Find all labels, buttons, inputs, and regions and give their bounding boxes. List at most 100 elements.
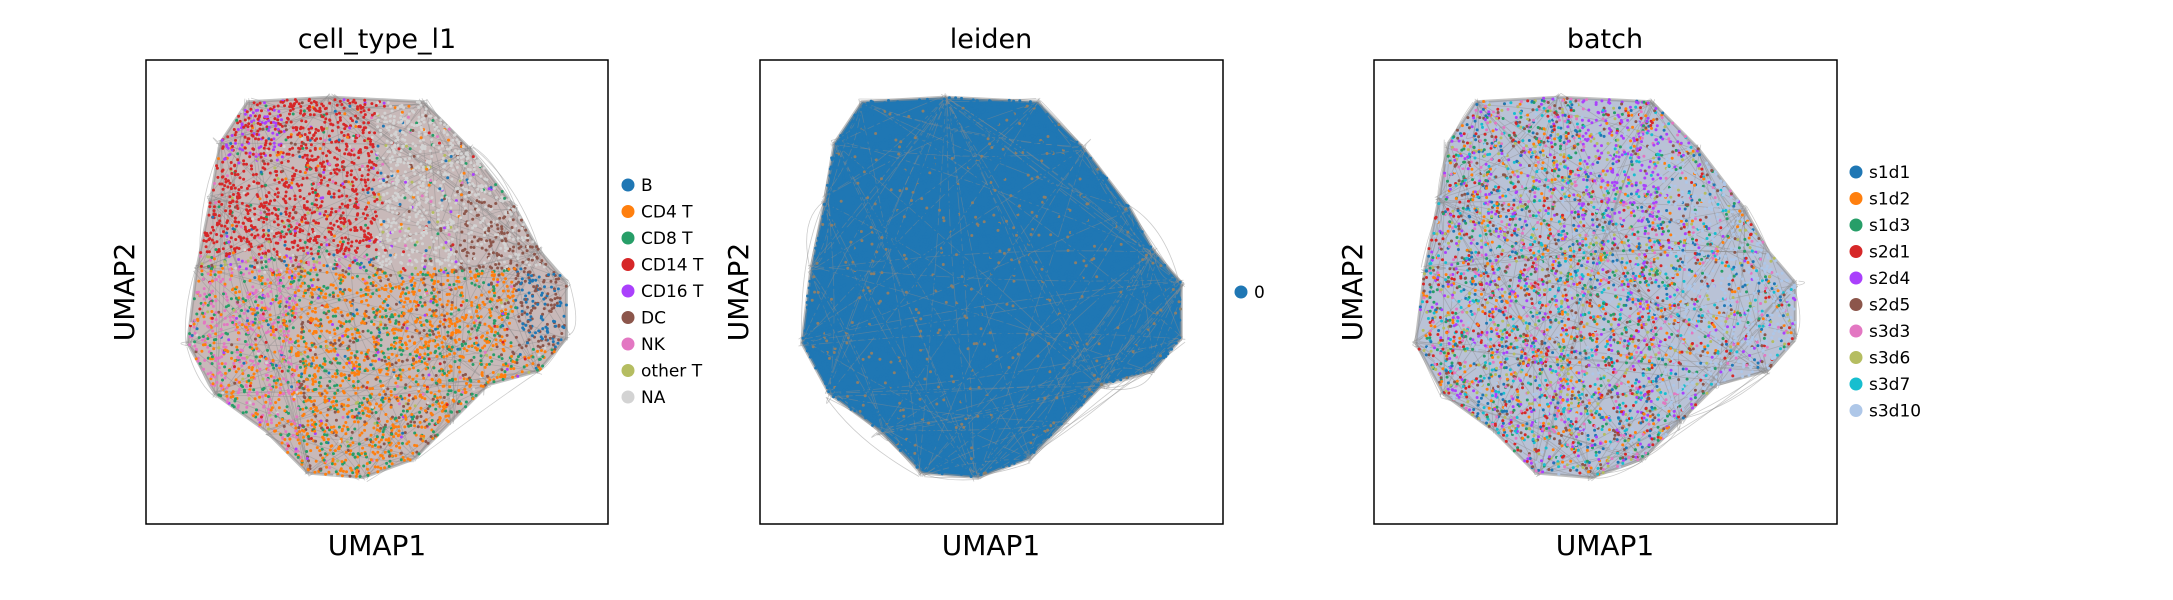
points [188,97,568,478]
scatter-point [356,420,360,424]
scatter-point [432,287,436,291]
scatter-point [370,160,374,164]
scatter-point [306,221,310,225]
scatter-point [307,232,311,236]
scatter-point [337,447,340,451]
scatter-point [362,464,366,468]
scatter-point [230,351,234,355]
scatter-point [293,395,297,399]
scatter-point [406,402,410,406]
scatter-point [322,311,326,315]
scatter-point [361,446,365,450]
scatter-point [458,358,462,362]
scatter-point [246,212,250,216]
scatter-point [501,347,505,351]
scatter-point [273,198,277,202]
scatter-point [331,457,335,461]
scatter-point [279,278,282,282]
scatter-point [373,199,377,203]
scatter-point [407,291,411,295]
scatter-point [489,282,493,286]
scatter-point [449,369,453,373]
scatter-point [290,318,294,322]
scatter-point [221,145,225,149]
scatter-point [318,261,322,265]
scatter-point [418,331,422,335]
scatter-point [288,356,292,360]
scatter-point [333,341,337,345]
scatter-point [302,439,306,443]
scatter-point [482,281,486,285]
scatter-point [289,186,293,190]
scatter-point [482,197,486,201]
scatter-point [366,467,369,471]
scatter-point [316,278,320,282]
scatter-point [287,302,291,305]
scatter-point [193,340,197,344]
graph-edge [200,105,252,271]
scatter-point [323,235,327,239]
scatter-point [377,357,381,361]
scatter-point [275,187,279,191]
scatter-point [374,214,378,218]
scatter-point [282,197,286,201]
scatter-point [465,299,469,302]
scatter-point [372,340,376,344]
scatter-point [515,358,519,362]
scatter-point [217,214,221,218]
scatter-point [435,125,439,129]
scatter-point [263,282,267,286]
scatter-point [263,101,266,105]
scatter-point [394,327,398,331]
scatter-point [472,252,476,256]
graph-edge [196,205,517,268]
scatter-point [291,216,295,220]
scatter-point [387,361,391,365]
scatter-point [329,171,333,175]
scatter-point [338,240,342,244]
scatter-point [351,380,355,383]
scatter-point [293,197,297,201]
scatter-point [450,307,454,311]
scatter-point [445,303,449,307]
scatter-point [394,416,398,420]
scatter-point [351,119,354,123]
scatter-point [240,143,244,147]
scatter-point [302,387,306,391]
scatter-point [537,275,541,279]
scatter-point [293,273,297,277]
scatter-point [457,262,461,266]
scatter-point [449,210,453,214]
scatter-point [378,310,382,313]
scatter-point [226,397,230,401]
scatter-point [277,421,281,425]
scatter-point [504,308,508,312]
graph-edge [186,346,217,399]
scatter-point [267,202,271,206]
scatter-point [491,251,495,255]
scatter-point [241,148,245,152]
scatter-point [200,273,204,276]
scatter-point [392,331,396,335]
scatter-point [435,335,439,339]
scatter-point [395,374,398,378]
scatter-point [431,203,435,207]
scatter-point [542,265,546,269]
scatter-point [328,101,332,105]
scatter-point [315,273,319,277]
scatter-point [441,156,445,160]
scatter-point [229,245,233,249]
scatter-point [328,178,332,182]
scatter-point [310,211,314,215]
scatter-point [382,442,386,446]
scatter-point [280,155,284,159]
scatter-point [219,384,223,388]
scatter-point [514,335,518,339]
scatter-point [439,227,443,231]
scatter-point [520,304,524,308]
scatter-point [346,237,350,241]
scatter-point [268,112,272,116]
scatter-point [280,345,283,349]
scatter-point [227,304,230,308]
axes-frame [145,59,609,525]
